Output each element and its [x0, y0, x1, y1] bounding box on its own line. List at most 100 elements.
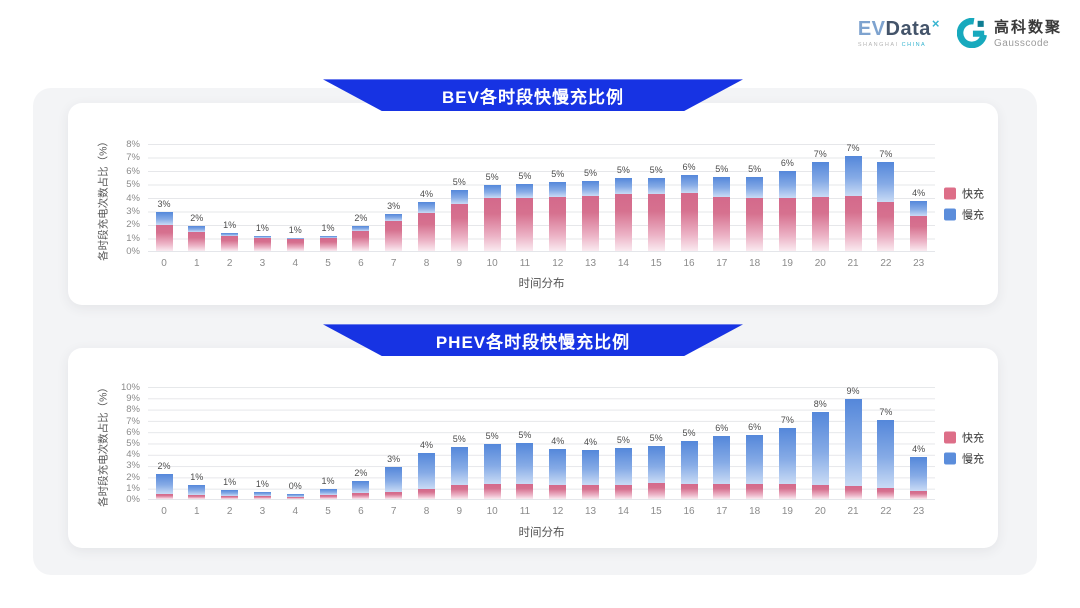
bar-0: 3%: [148, 144, 180, 251]
bar-4: 1%: [279, 144, 311, 251]
y-tick: 5%: [126, 179, 140, 191]
fast-charge-segment: [516, 197, 534, 251]
legend-swatch-fast: [944, 187, 956, 200]
slow-charge-segment: [450, 190, 468, 204]
x-tick: 13: [585, 506, 597, 517]
bar-12: 5%: [542, 144, 574, 251]
slow-charge-segment: [746, 177, 764, 198]
slow-charge-segment: [811, 411, 829, 486]
slow-charge-segment: [483, 443, 501, 485]
slow-charge-segment: [614, 448, 632, 486]
slow-charge-segment: [385, 467, 403, 492]
y-tick: 8%: [126, 139, 140, 150]
x-tick: 9: [456, 506, 463, 517]
gausscode-g-mark-icon: [956, 17, 987, 48]
bev-chart-title: BEV各时段快慢充比例: [442, 88, 624, 107]
fast-charge-segment: [910, 215, 928, 251]
fast-charge-segment: [155, 225, 173, 251]
bar-total-label: 4%: [584, 437, 598, 448]
y-tick: 5%: [126, 437, 140, 449]
fast-charge-segment: [746, 484, 764, 499]
bar-total-label: 5%: [649, 165, 663, 176]
slow-charge-segment: [844, 156, 862, 196]
fast-charge-segment: [910, 491, 928, 499]
x-tick: 23: [913, 506, 925, 517]
fast-charge-segment: [680, 484, 698, 499]
bar-total-label: 8%: [813, 398, 827, 409]
x-tick: 4: [292, 506, 299, 517]
y-tick: 2%: [126, 219, 140, 231]
charts-panel: BEV各时段快慢充比例 各时段充电次数占比（%） 8% 7% 6% 5% 4% 3% 2% 1…: [33, 79, 1037, 575]
slow-charge-segment: [516, 442, 534, 484]
y-tick: 10%: [120, 382, 140, 393]
bar-total-label: 5%: [485, 171, 499, 182]
bar-total-label: 5%: [616, 165, 630, 176]
x-tick: 6: [358, 258, 364, 269]
x-tick: 16: [683, 258, 695, 269]
gausscode-cn-name: 高科数聚: [993, 19, 1062, 36]
x-tick: 19: [781, 506, 793, 517]
bar-total-label: 2%: [354, 213, 368, 224]
legend-label: 慢充: [962, 209, 984, 222]
x-tick: 3: [259, 258, 266, 269]
x-tick: 5: [325, 258, 331, 269]
bar-total-label: 7%: [813, 148, 827, 159]
slow-charge-segment: [877, 161, 895, 203]
y-tick: 1%: [126, 482, 140, 494]
bar-16: 6%: [673, 144, 705, 251]
bar-total-label: 7%: [780, 414, 794, 425]
x-tick: 11: [519, 258, 531, 269]
x-tick: 18: [749, 506, 761, 517]
fast-charge-segment: [418, 488, 435, 499]
legend-item-fast: 快充: [944, 430, 984, 446]
evdata-ev-text: EV: [857, 17, 886, 40]
legend-swatch-slow: [944, 208, 956, 221]
bar-total-label: 5%: [649, 432, 663, 443]
fast-charge-segment: [188, 494, 206, 499]
bar-total-label: 2%: [354, 467, 368, 478]
bar-14: 5%: [607, 387, 639, 499]
slow-charge-segment: [910, 201, 928, 216]
bar-3: 1%: [246, 387, 278, 499]
fast-charge-segment: [286, 239, 304, 251]
bar-total-label: 6%: [780, 158, 794, 169]
x-tick: 3: [259, 506, 266, 517]
fast-charge-segment: [385, 491, 403, 499]
fast-charge-segment: [680, 193, 698, 251]
fast-charge-segment: [188, 232, 206, 251]
fast-charge-segment: [516, 483, 534, 499]
bar-total-label: 4%: [419, 439, 433, 450]
bar-total-label: 5%: [715, 163, 729, 174]
bar-total-label: 1%: [223, 476, 237, 487]
slow-charge-segment: [582, 180, 600, 196]
bar-total-label: 5%: [452, 177, 466, 188]
bar-total-label: 1%: [288, 225, 302, 236]
fast-charge-segment: [746, 197, 764, 251]
x-tick: 15: [650, 506, 662, 517]
y-axis-ticks: 10% 9% 8% 7% 6% 5% 4% 3% 2% 1% 0%: [88, 382, 140, 505]
slow-charge-segment: [286, 493, 304, 497]
slow-charge-segment: [713, 435, 731, 485]
slow-charge-segment: [352, 226, 370, 231]
slow-charge-segment: [549, 449, 567, 486]
x-tick: 12: [552, 506, 564, 517]
bar-0: 2%: [148, 387, 180, 499]
bar-9: 5%: [443, 144, 475, 251]
bar-total-label: 5%: [518, 429, 532, 440]
evdata-data-text: Data: [885, 17, 931, 40]
bar-total-label: 6%: [682, 162, 696, 173]
slow-charge-segment: [253, 491, 271, 497]
bar-7: 3%: [378, 144, 410, 251]
fast-charge-segment: [713, 197, 731, 251]
bar-total-label: 5%: [518, 170, 532, 181]
bar-total-label: 5%: [485, 430, 499, 441]
bar-total-label: 1%: [255, 478, 269, 489]
x-tick: 8: [423, 258, 430, 269]
fast-charge-segment: [778, 484, 796, 499]
bar-1: 2%: [181, 144, 213, 251]
fast-charge-segment: [844, 195, 862, 251]
y-tick: 6%: [126, 165, 140, 177]
bar-15: 5%: [640, 144, 672, 251]
y-axis-ticks: 8% 7% 6% 5% 4% 3% 2% 1% 0%: [88, 139, 140, 257]
bar-22: 7%: [870, 144, 902, 251]
